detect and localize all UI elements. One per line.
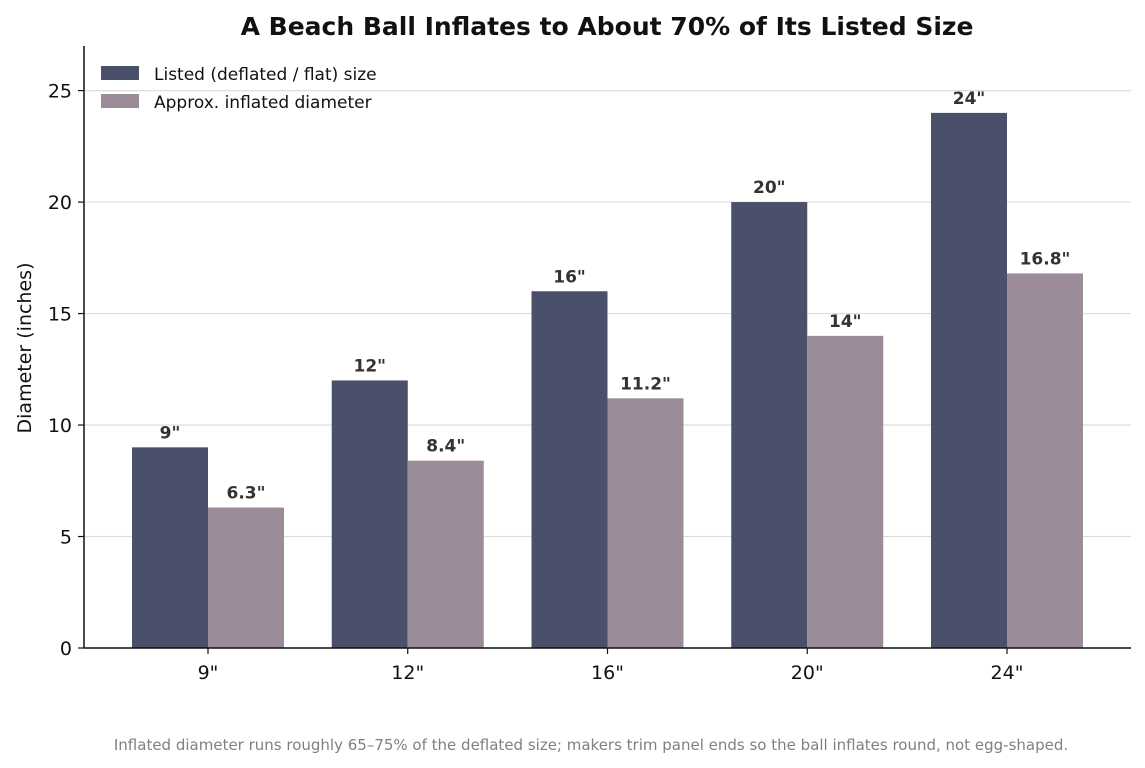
bar-inflated [607, 398, 684, 648]
bar-label-inflated: 6.3" [227, 484, 266, 504]
y-tick-label: 5 [60, 527, 72, 549]
bar-listed [132, 447, 208, 648]
bar-label-inflated: 8.4" [426, 437, 465, 457]
y-tick-label: 25 [48, 81, 72, 103]
footnote: Inflated diameter runs roughly 65–75% of… [114, 736, 1068, 754]
x-tick-label: 9" [198, 662, 219, 684]
legend-label-inflated: Approx. inflated diameter [154, 93, 372, 113]
bar-inflated [1007, 273, 1083, 648]
x-tick-label: 12" [391, 662, 424, 684]
bar-label-listed: 9" [160, 423, 181, 443]
legend-swatch-listed [101, 66, 139, 80]
y-axis-label: Diameter (inches) [14, 263, 36, 434]
bar-listed [731, 202, 808, 648]
y-tick-label: 15 [48, 304, 72, 326]
legend: Listed (deflated / flat) size Approx. in… [101, 65, 377, 113]
legend-swatch-inflated [101, 94, 139, 108]
legend-label-listed: Listed (deflated / flat) size [154, 65, 377, 85]
x-axis-ticks: 9" 12" 16" 20" 24" [198, 648, 1024, 684]
bar-label-listed: 20" [753, 178, 786, 198]
bar-inflated [407, 460, 484, 648]
x-tick-label: 20" [791, 662, 824, 684]
bar-label-inflated: 16.8" [1020, 249, 1071, 269]
bar-inflated [208, 507, 284, 648]
y-tick-label: 0 [60, 638, 72, 660]
y-tick-label: 20 [48, 192, 72, 214]
bar-label-inflated: 11.2" [620, 374, 671, 394]
bar-label-listed: 12" [353, 356, 386, 376]
bar-listed [331, 380, 408, 648]
bar-value-labels: 9" 6.3" 12" 8.4" 16" 11.2" 20" 14" 24" 16.8" [160, 89, 1071, 504]
x-tick-label: 24" [991, 662, 1024, 684]
bar-label-inflated: 14" [829, 312, 862, 332]
x-tick-label: 16" [591, 662, 624, 684]
bar-listed [531, 291, 608, 648]
bar-label-listed: 24" [953, 89, 986, 109]
y-axis-ticks: 0 5 10 15 20 25 [48, 81, 84, 660]
bar-label-listed: 16" [553, 267, 586, 287]
bars [132, 112, 1083, 648]
bar-listed [931, 112, 1007, 648]
y-tick-label: 10 [48, 415, 72, 437]
chart-title: A Beach Ball Inflates to About 70% of It… [241, 12, 974, 41]
bar-inflated [807, 335, 884, 648]
